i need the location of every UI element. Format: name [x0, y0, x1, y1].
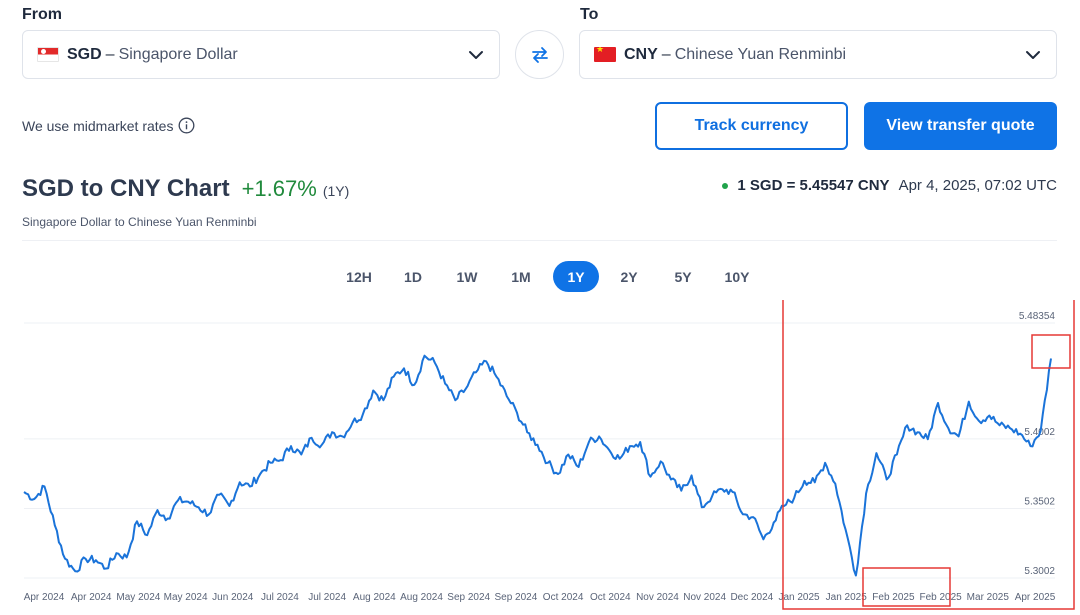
period-tab-5y[interactable]: 5Y	[674, 268, 692, 285]
chart-period-label: (1Y)	[322, 183, 350, 199]
x-tick-label: May 2024	[164, 592, 208, 603]
period-tab-1d[interactable]: 1D	[404, 268, 422, 285]
x-tick-label: May 2024	[116, 592, 160, 603]
x-tick-label: Jan 2025	[826, 592, 868, 603]
annotation-box-low-point	[862, 567, 951, 607]
to-currency-separator: –	[661, 45, 671, 63]
chart-grid	[24, 322, 1055, 579]
period-tab-12h[interactable]: 12H	[346, 268, 372, 285]
x-tick-label: Dec 2024	[730, 592, 773, 603]
rate-value: 1 SGD = 5.45547 CNY	[737, 177, 890, 194]
x-tick-label: Aug 2024	[400, 592, 443, 603]
period-tab-2y[interactable]: 2Y	[620, 268, 638, 285]
chart-series	[23, 354, 1052, 577]
current-rate: 1 SGD = 5.45547 CNY Apr 4, 2025, 07:02 U…	[722, 177, 1057, 194]
section-divider	[22, 240, 1057, 241]
period-tab-10y[interactable]: 10Y	[724, 268, 750, 285]
track-currency-button[interactable]: Track currency	[655, 102, 848, 150]
chart-change-percent: +1.67%	[241, 176, 317, 201]
from-currency-name: Singapore Dollar	[118, 45, 238, 63]
y-tick-label: 5.48354	[1019, 311, 1056, 322]
info-icon[interactable]	[178, 117, 195, 134]
chart-title: SGD to CNY Chart	[22, 175, 230, 202]
x-tick-label: Jan 2025	[778, 592, 820, 603]
live-status-dot	[722, 182, 729, 189]
x-tick-label: Mar 2025	[967, 592, 1010, 603]
to-currency-select[interactable]: CNY – Chinese Yuan Renminbi	[579, 30, 1057, 79]
series-line	[23, 354, 1052, 577]
from-label: From	[22, 6, 62, 23]
midmarket-text: We use midmarket rates	[22, 117, 174, 134]
annotation-box-recent-period	[782, 300, 1075, 610]
view-transfer-quote-button[interactable]: View transfer quote	[864, 102, 1057, 150]
annotation-box-latest-value	[1031, 334, 1071, 369]
swap-currencies-button[interactable]	[515, 30, 564, 79]
period-tab-1m[interactable]: 1M	[511, 268, 531, 285]
midmarket-info: We use midmarket rates	[22, 117, 195, 134]
x-tick-label: Aug 2024	[353, 592, 396, 603]
to-currency-name: Chinese Yuan Renminbi	[674, 45, 847, 63]
swap-arrows-icon	[531, 46, 548, 63]
x-tick-label: Jun 2024	[212, 592, 254, 603]
x-tick-label: Jul 2024	[261, 592, 299, 603]
x-tick-label: Apr 2024	[71, 592, 112, 603]
chart-heading: SGD to CNY Chart +1.67% (1Y)	[22, 175, 349, 203]
from-currency-select[interactable]: SGD – Singapore Dollar	[22, 30, 500, 79]
to-label: To	[580, 6, 599, 23]
x-tick-label: Nov 2024	[636, 592, 679, 603]
x-tick-label: Feb 2025	[919, 592, 962, 603]
y-tick-label: 5.3502	[1024, 496, 1055, 507]
x-tick-label: Feb 2025	[872, 592, 915, 603]
to-currency-code: CNY	[624, 45, 658, 63]
x-tick-label: Sep 2024	[494, 592, 537, 603]
x-tick-label: Apr 2024	[24, 592, 65, 603]
rate-timestamp: Apr 4, 2025, 07:02 UTC	[898, 177, 1057, 194]
x-tick-label: Nov 2024	[683, 592, 726, 603]
x-tick-label: Oct 2024	[590, 592, 631, 603]
x-tick-label: Sep 2024	[447, 592, 490, 603]
period-tab-1w[interactable]: 1W	[456, 268, 478, 285]
chevron-down-icon	[1026, 50, 1040, 59]
period-selector: 12H 1D 1W 1M 1Y 2Y 5Y 10Y	[333, 261, 765, 292]
singapore-flag-icon	[37, 47, 59, 62]
x-tick-label: Oct 2024	[543, 592, 584, 603]
y-tick-label: 5.3002	[1024, 566, 1055, 577]
chart-annotations	[782, 300, 1075, 610]
x-tick-label: Apr 2025	[1015, 592, 1056, 603]
china-flag-icon	[594, 47, 616, 62]
x-axis-labels: Apr 2024 Apr 2024 May 2024 May 2024 Jun 2024…	[24, 592, 1056, 603]
period-tab-1y[interactable]: 1Y	[553, 261, 599, 292]
from-currency-code: SGD	[67, 45, 102, 63]
x-tick-label: Jul 2024	[308, 592, 346, 603]
chevron-down-icon	[469, 50, 483, 59]
from-currency-separator: –	[105, 45, 115, 63]
chart-subtitle: Singapore Dollar to Chinese Yuan Renminb…	[22, 215, 257, 229]
